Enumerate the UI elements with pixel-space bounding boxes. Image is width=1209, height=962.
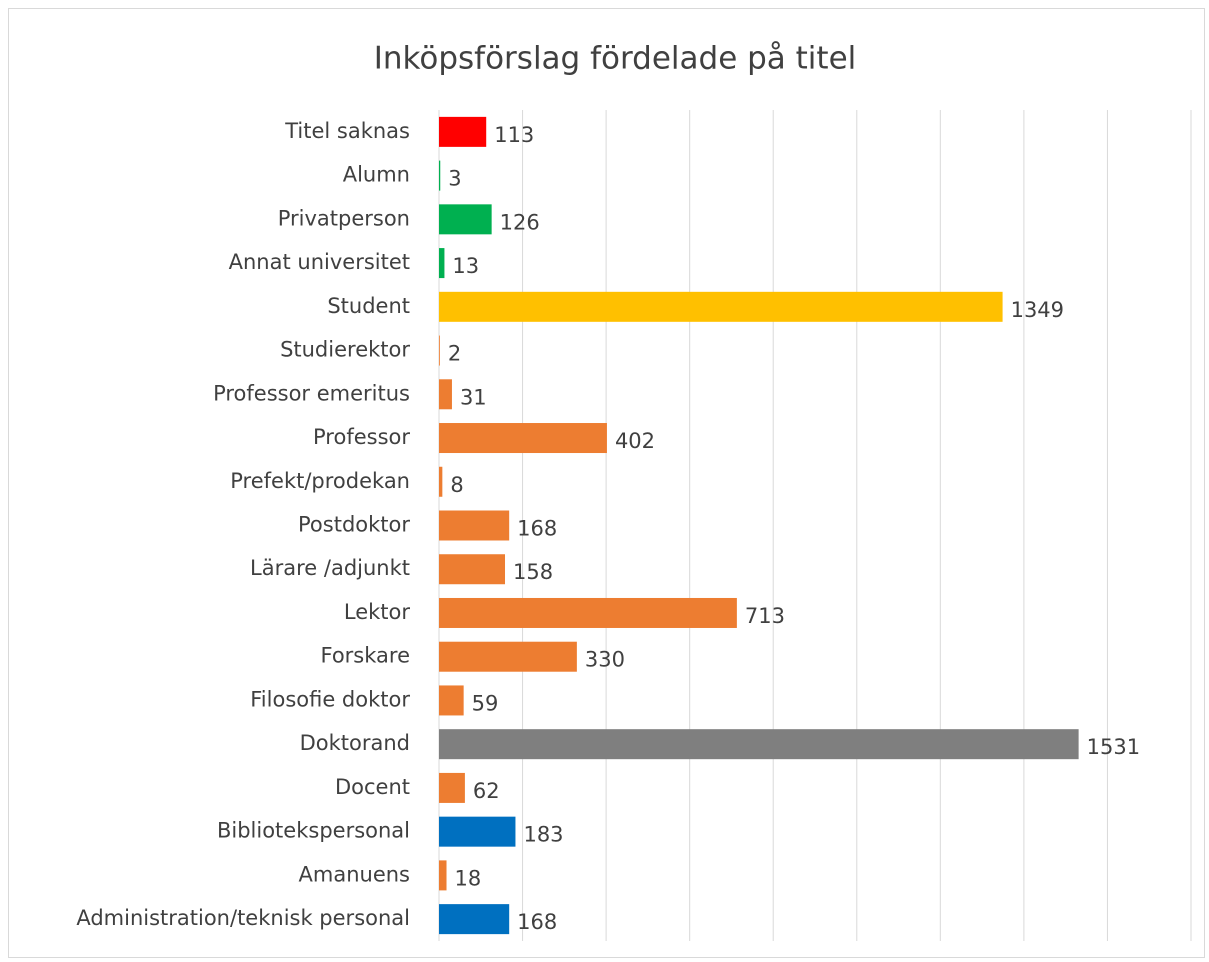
data-label: 126: [500, 210, 540, 234]
bar: [439, 685, 464, 716]
data-label: 13: [452, 254, 479, 278]
data-label: 3: [448, 167, 461, 191]
chart-title: Inköpsförslag fördelade på titel: [374, 41, 857, 77]
y-tick-label: Lektor: [344, 600, 410, 624]
y-tick-label: Administration/teknisk personal: [76, 906, 410, 930]
bar: [439, 641, 577, 672]
data-label: 18: [455, 866, 482, 890]
y-tick-label: Docent: [335, 775, 410, 799]
data-label: 168: [517, 910, 557, 934]
bar: [439, 772, 465, 803]
y-tick-label: Prefekt/prodekan: [230, 469, 410, 493]
bar: [439, 335, 440, 366]
data-label: 168: [517, 517, 557, 541]
bar: [439, 466, 443, 497]
bar: [439, 379, 452, 410]
y-tick-label: Professor emeritus: [213, 381, 410, 405]
bar: [439, 554, 506, 585]
y-tick-label: Forskare: [320, 644, 410, 668]
bar: [439, 160, 441, 191]
bar: [439, 116, 487, 147]
y-tick-label: Studierektor: [280, 338, 410, 362]
bar: [439, 248, 445, 279]
data-label: 330: [585, 648, 625, 672]
y-tick-label: Alumn: [343, 163, 410, 187]
bar: [439, 423, 607, 454]
y-tick-label: Postdoktor: [298, 513, 410, 537]
data-label: 8: [450, 473, 463, 497]
y-tick-label: Professor: [313, 425, 410, 449]
bar: [439, 860, 447, 891]
bar: [439, 291, 1003, 322]
bar: [439, 904, 510, 935]
data-label: 1349: [1011, 298, 1064, 322]
data-label: 183: [523, 823, 563, 847]
bar: [439, 597, 737, 628]
y-tick-label: Privatperson: [278, 206, 410, 230]
y-tick-label: Annat universitet: [229, 250, 410, 274]
data-label: 1531: [1087, 735, 1140, 759]
y-tick-label: Filosofie doktor: [250, 687, 410, 711]
y-tick-label: Bibliotekspersonal: [217, 819, 410, 843]
data-label: 2: [448, 342, 461, 366]
bar: [439, 729, 1079, 760]
data-label: 31: [460, 385, 487, 409]
bar: [439, 510, 510, 541]
data-label: 158: [513, 560, 553, 584]
data-label: 62: [473, 779, 500, 803]
bar: [439, 816, 516, 847]
data-label: 59: [472, 691, 499, 715]
y-tick-label: Student: [327, 294, 410, 318]
y-tick-label: Amanuens: [299, 862, 410, 886]
y-tick-label: Lärare /adjunkt: [250, 556, 410, 580]
y-tick-label: Titel saknas: [284, 119, 410, 143]
y-tick-label: Doktorand: [300, 731, 410, 755]
bar: [439, 204, 492, 235]
data-label: 113: [494, 123, 534, 147]
data-label: 402: [615, 429, 655, 453]
data-label: 713: [745, 604, 785, 628]
